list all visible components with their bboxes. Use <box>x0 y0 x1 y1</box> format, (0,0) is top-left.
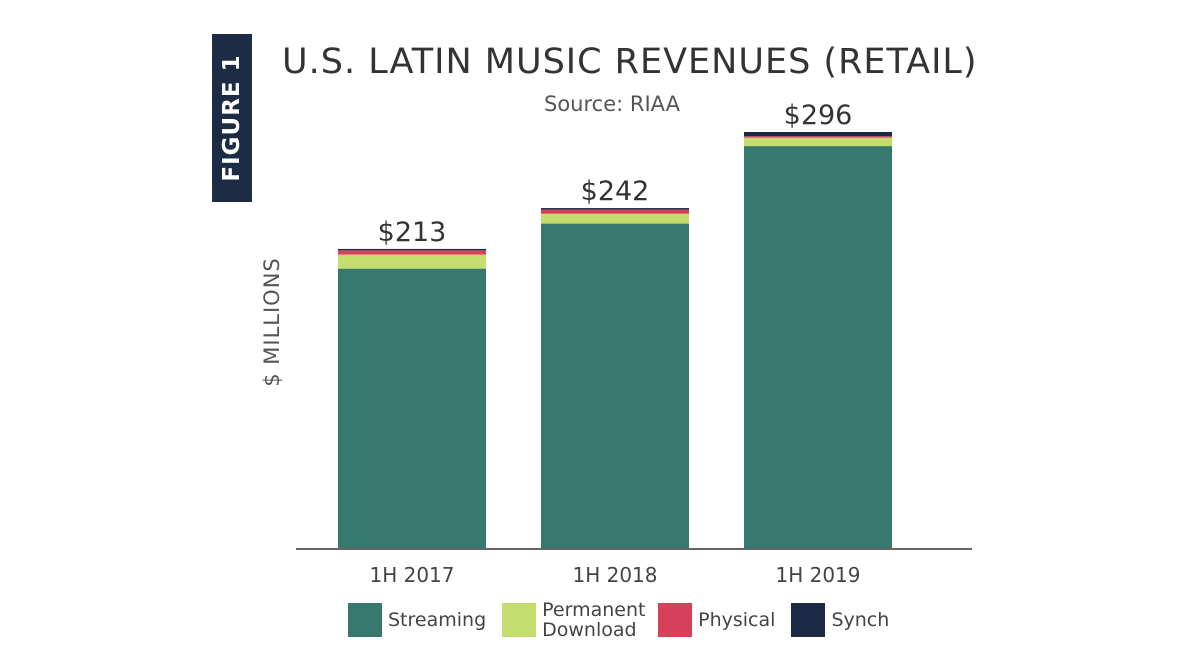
bar-streaming-3 <box>744 146 892 550</box>
bar-permanent-download-1 <box>338 254 486 269</box>
total-label-2: $242 <box>581 176 650 207</box>
legend-swatch-streaming <box>348 603 382 637</box>
bar-permanent-download-2 <box>541 213 689 224</box>
legend-item-physical: Physical <box>658 603 775 637</box>
legend-item-synch: Synch <box>791 603 889 637</box>
legend-swatch-permanent-download <box>502 603 537 637</box>
bar-synch-3 <box>744 132 892 137</box>
legend-swatch-synch <box>791 603 826 637</box>
chart-subtitle: Source: RIAA <box>544 92 680 116</box>
legend-item-permanent-download: Permanent Download <box>502 599 646 641</box>
bar-permanent-download-3 <box>744 137 892 147</box>
x-tick-label-2: 1H 2018 <box>572 563 657 587</box>
bar-physical-3 <box>744 136 892 138</box>
legend-label-synch: Synch <box>831 609 890 631</box>
legend-label-permanent-download: Permanent Download <box>542 599 646 641</box>
legend-swatch-physical <box>658 603 693 637</box>
legend-label-streaming: Streaming <box>388 609 487 631</box>
bar-synch-2 <box>541 208 689 210</box>
bar-synch-1 <box>338 248 486 251</box>
bar-physical-2 <box>541 209 689 214</box>
legend-label-physical: Physical <box>698 609 776 631</box>
total-label-3: $296 <box>784 100 853 131</box>
total-label-1: $213 <box>378 217 447 248</box>
bar-physical-1 <box>338 250 486 255</box>
figure-tab: FIGURE 1 <box>212 34 252 202</box>
bar-streaming-2 <box>541 223 689 549</box>
chart-title: U.S. LATIN MUSIC REVENUES (RETAIL) <box>282 42 978 82</box>
bar-streaming-1 <box>338 268 486 549</box>
chart-legend: Streaming Permanent Download Physical Synch <box>348 598 905 642</box>
x-tick-label-3: 1H 2019 <box>775 563 860 587</box>
x-tick-label-1: 1H 2017 <box>369 563 454 587</box>
legend-item-streaming: Streaming <box>348 603 486 637</box>
